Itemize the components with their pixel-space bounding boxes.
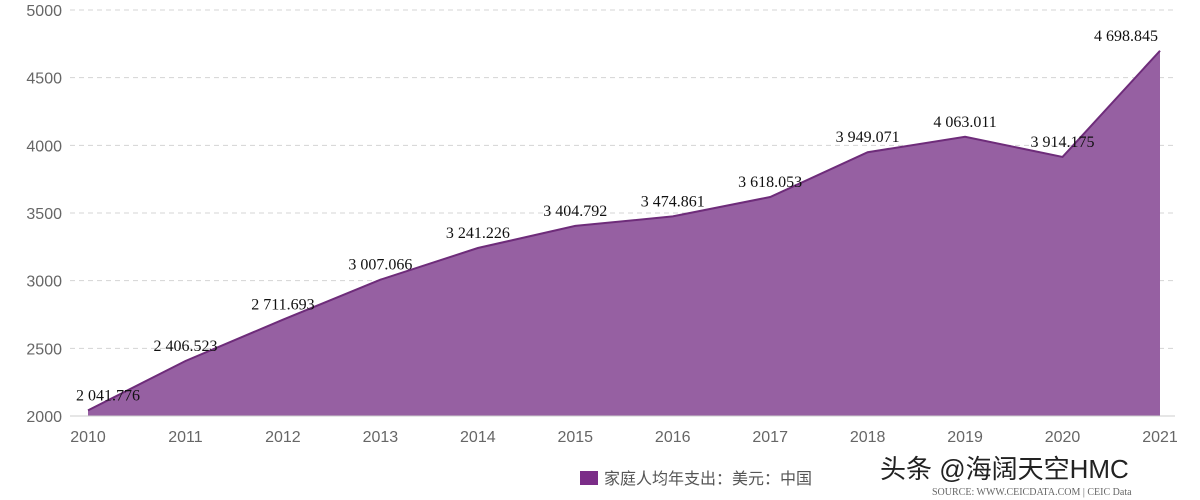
area-fill <box>88 50 1160 416</box>
y-tick-label: 5000 <box>26 3 62 20</box>
legend[interactable]: 家庭人均年支出：美元：中国 <box>580 470 812 488</box>
legend-label: 家庭人均年支出：美元：中国 <box>604 470 812 488</box>
x-tick-label: 2021 <box>1142 429 1178 446</box>
data-label: 3 949.071 <box>836 129 900 146</box>
data-label: 2 711.693 <box>251 297 314 314</box>
x-tick-label: 2013 <box>363 429 399 446</box>
y-tick-label: 3500 <box>26 206 62 223</box>
y-axis: 2000 2500 3000 3500 4000 4500 5000 <box>26 3 62 426</box>
legend-swatch <box>580 471 598 485</box>
series-line <box>87 50 1161 412</box>
y-tick-label: 3000 <box>26 274 62 291</box>
data-label: 3 914.175 <box>1031 134 1095 151</box>
x-tick-label: 2019 <box>947 429 983 446</box>
x-tick-label: 2018 <box>850 429 886 446</box>
data-label: 4 063.011 <box>933 114 996 131</box>
x-tick-label: 2015 <box>557 429 593 446</box>
y-tick-label: 4000 <box>26 138 62 155</box>
series-area <box>87 50 1161 416</box>
data-label: 3 007.066 <box>348 257 412 274</box>
watermark-text: 头条 @海阔天空HMC <box>880 454 1129 484</box>
x-tick-label: 2011 <box>168 429 203 446</box>
data-label: 3 474.861 <box>641 193 705 210</box>
data-label: 3 404.792 <box>543 203 607 220</box>
data-label: 3 618.053 <box>738 174 802 191</box>
x-tick-label: 2016 <box>655 429 691 446</box>
source-text: SOURCE: WWW.CEICDATA.COM | CEIC Data <box>932 487 1132 498</box>
data-labels: 2 041.776 2 406.523 2 711.693 3 007.066 3 24… <box>76 28 1158 405</box>
y-tick-label: 2500 <box>26 341 62 358</box>
x-tick-label: 2014 <box>460 429 496 446</box>
x-tick-label: 2012 <box>265 429 301 446</box>
data-label: 3 241.226 <box>446 225 510 242</box>
y-tick-label: 4500 <box>26 71 62 88</box>
x-tick-label: 2017 <box>752 429 788 446</box>
x-axis: 2010 2011 2012 2013 2014 2015 2016 2017 2018 2019… <box>70 415 1178 446</box>
data-label: 2 406.523 <box>153 338 217 355</box>
data-label: 4 698.845 <box>1094 28 1158 45</box>
x-tick-label: 2010 <box>70 429 106 446</box>
x-tick-label: 2020 <box>1045 429 1081 446</box>
data-label: 2 041.776 <box>76 387 140 404</box>
y-tick-label: 2000 <box>26 409 62 426</box>
